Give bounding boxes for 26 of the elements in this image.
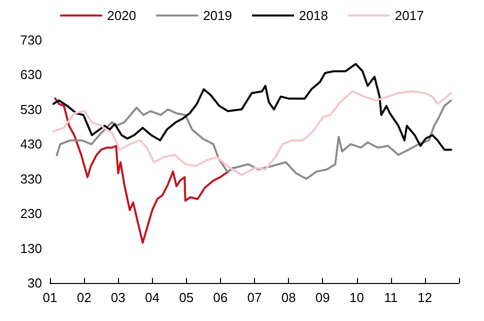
x-tick-label: 03: [110, 290, 126, 305]
line-series: [52, 62, 452, 151]
x-tick-label: 06: [213, 290, 228, 305]
x-tick-label: 02: [76, 290, 92, 305]
legend-label: 2020: [107, 8, 136, 23]
x-tick-label: 04: [145, 290, 160, 305]
x-tick-label: 11: [384, 290, 398, 305]
y-tick-label: 730: [20, 32, 42, 48]
y-tick-label: 330: [20, 171, 42, 186]
legend-label: 2019: [203, 8, 232, 23]
x-tick-label: 08: [281, 290, 296, 305]
y-tick-label: 30: [28, 276, 42, 290]
x-tick-label: 01: [42, 290, 58, 305]
line-series: [54, 97, 234, 244]
x-tick-label: 07: [247, 290, 262, 305]
y-tick-label: 130: [20, 240, 42, 256]
y-tick-label: 530: [20, 102, 42, 117]
x-tick-label: 09: [315, 290, 330, 305]
y-tick-label: 230: [20, 206, 42, 222]
x-tick-label: 05: [179, 290, 194, 305]
legend-label: 2018: [299, 8, 328, 23]
legend-label: 2017: [394, 8, 424, 23]
x-tick-label: 12: [418, 290, 432, 305]
x-tick-label: 10: [350, 290, 364, 305]
y-tick-label: 630: [20, 67, 42, 82]
y-tick-label: 430: [20, 136, 42, 152]
